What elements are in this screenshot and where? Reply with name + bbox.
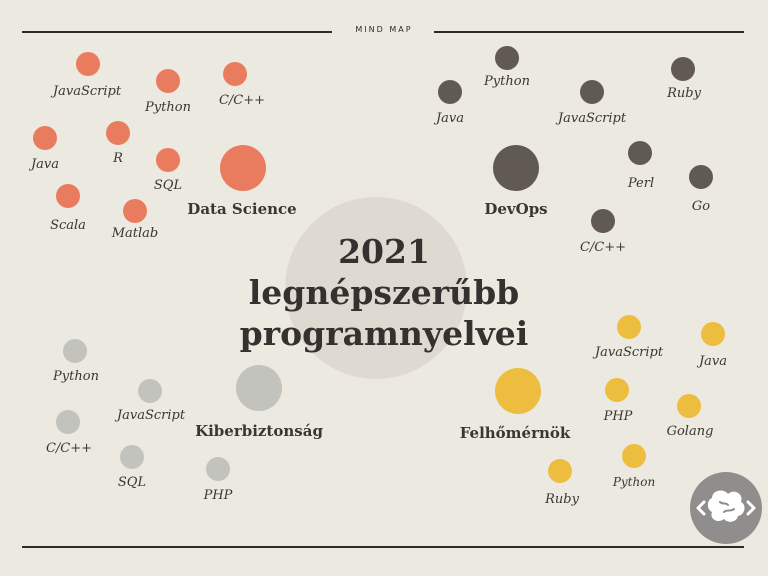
node-label: Scala — [50, 218, 86, 233]
hub-dot-cloud-engineer — [495, 368, 541, 414]
node-label: SQL — [153, 178, 183, 193]
node-label: C/C++ — [579, 240, 627, 255]
node-dot — [138, 379, 162, 403]
node-label: JavaScript — [557, 111, 627, 126]
hub-dot-devops — [493, 145, 539, 191]
node-label: Java — [435, 111, 465, 126]
node-label: Python — [612, 475, 656, 489]
header-label: MIND MAP — [355, 25, 413, 34]
node-label: Ruby — [667, 86, 701, 101]
hub-dot-data-science — [220, 145, 266, 191]
node-label: JavaScript — [52, 84, 122, 99]
brain-code-icon — [690, 472, 762, 544]
node-label: Python — [145, 100, 191, 115]
node-label: JavaScript — [594, 345, 664, 360]
node-label: C/C++ — [218, 93, 266, 108]
node-dot — [56, 184, 80, 208]
node-dot — [438, 80, 462, 104]
node-label: Golang — [666, 424, 714, 439]
node-dot — [677, 394, 701, 418]
node-dot — [33, 126, 57, 150]
bottom-rule — [22, 546, 744, 548]
node-dot — [120, 445, 144, 469]
node-label: SQL — [117, 475, 147, 490]
node-dot — [223, 62, 247, 86]
hub-label-cloud-engineer: Felhőmérnök — [459, 424, 571, 442]
node-label: Ruby — [545, 492, 579, 507]
node-dot — [206, 457, 230, 481]
hub-label-cybersecurity: Kiberbiztonság — [195, 422, 323, 440]
node-dot — [580, 80, 604, 104]
top-rule-right — [434, 31, 744, 33]
node-label: Java — [30, 157, 60, 172]
node-label: JavaScript — [116, 408, 186, 423]
node-label: R — [113, 151, 123, 166]
node-dot — [622, 444, 646, 468]
node-dot — [701, 322, 725, 346]
center-circle — [285, 197, 467, 379]
title-line-1: 2021 — [338, 232, 430, 271]
node-label: Matlab — [111, 226, 159, 241]
node-label: Python — [484, 74, 530, 89]
node-dot — [671, 57, 695, 81]
node-dot — [548, 459, 572, 483]
node-label: C/C++ — [45, 441, 93, 456]
node-dot — [628, 141, 652, 165]
node-dot — [689, 165, 713, 189]
node-dot — [495, 46, 519, 70]
title-line-2: legnépszerűbb — [248, 273, 520, 312]
node-dot — [56, 410, 80, 434]
node-label: Go — [691, 199, 711, 214]
node-label: Python — [53, 369, 99, 384]
node-dot — [591, 209, 615, 233]
hub-label-data-science: Data Science — [187, 200, 297, 218]
top-rule-left — [22, 31, 332, 33]
hub-label-devops: DevOps — [484, 200, 548, 218]
node-label: Perl — [627, 176, 655, 191]
node-dot — [63, 339, 87, 363]
node-dot — [605, 378, 629, 402]
node-dot — [156, 148, 180, 172]
node-label: PHP — [603, 409, 633, 424]
title-line-3: programnyelvei — [239, 314, 529, 353]
node-dot — [123, 199, 147, 223]
node-label: PHP — [203, 488, 233, 503]
node-dot — [156, 69, 180, 93]
node-dot — [106, 121, 130, 145]
hub-dot-cybersecurity — [236, 365, 282, 411]
node-label: Java — [698, 354, 728, 369]
node-dot — [617, 315, 641, 339]
node-dot — [76, 52, 100, 76]
